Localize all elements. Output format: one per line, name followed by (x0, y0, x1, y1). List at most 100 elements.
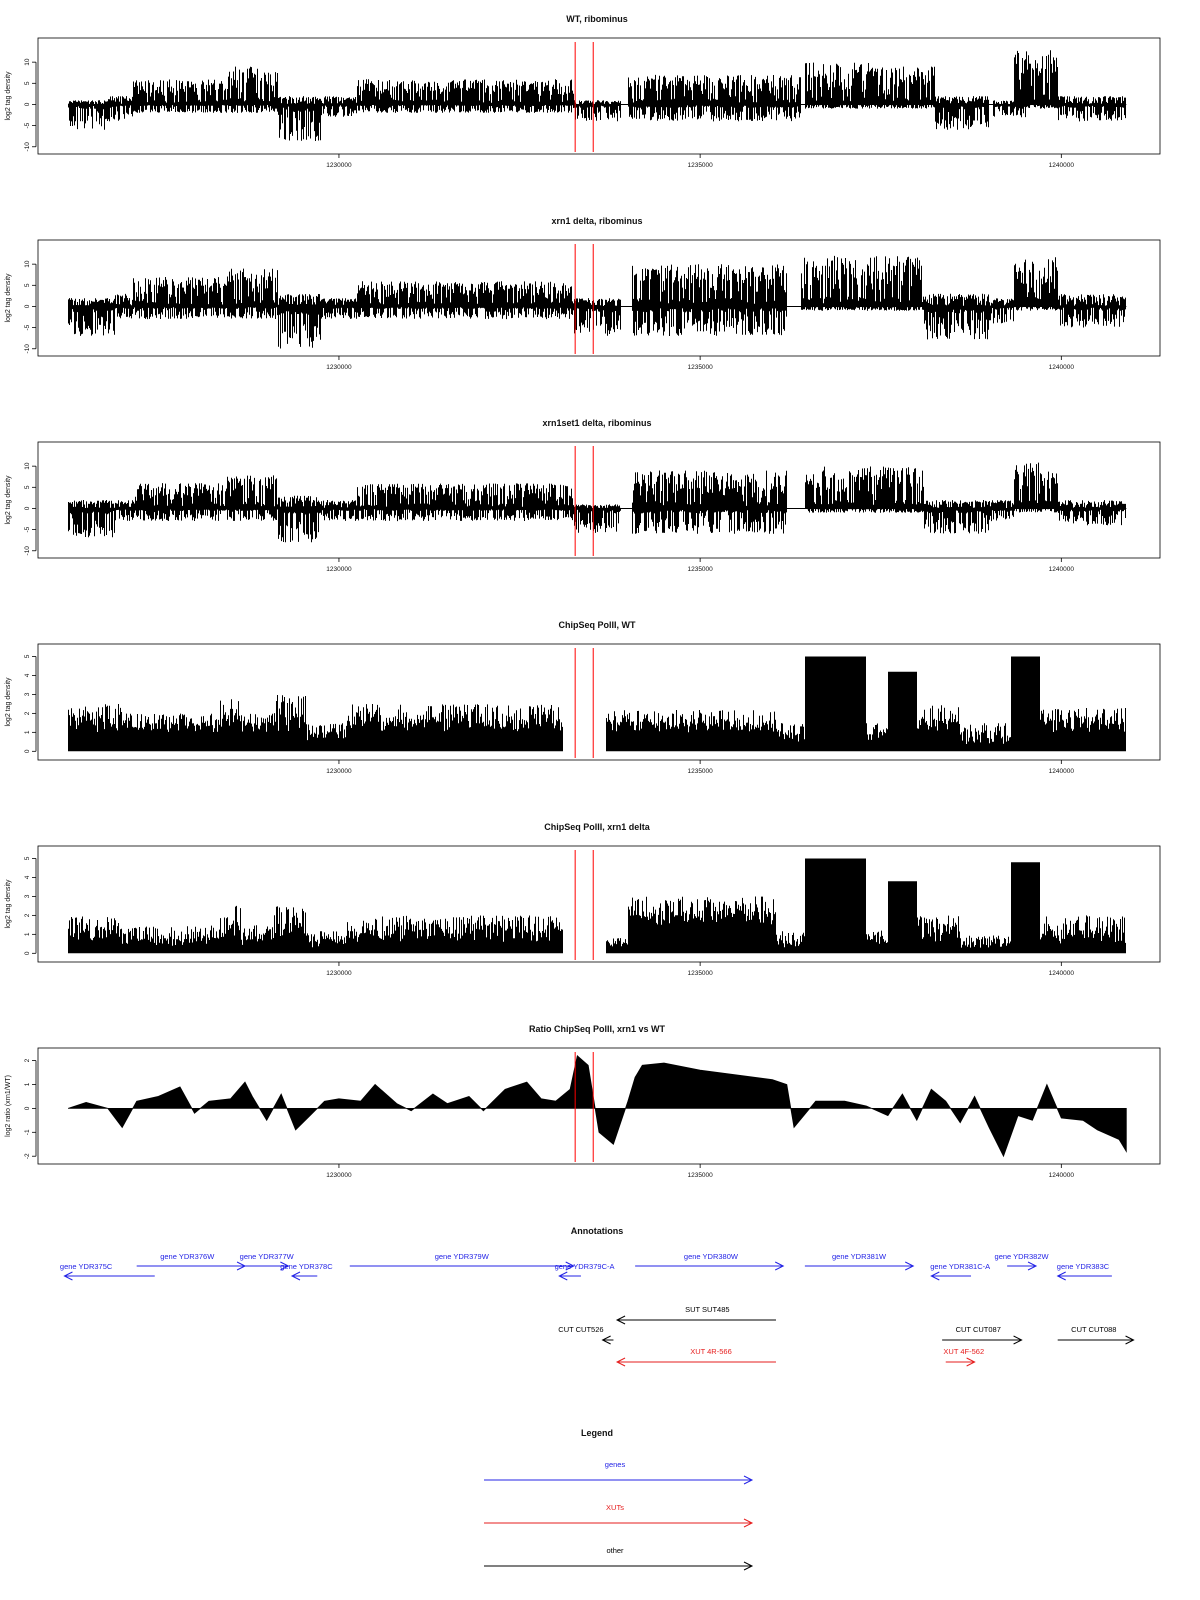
y-tick-label: 0 (24, 304, 31, 308)
legend-label: XUTs (606, 1503, 624, 1512)
annotation-label: XUT 4R-566 (690, 1347, 732, 1356)
y-tick-label: -2 (24, 1153, 31, 1159)
y-axis-label: log2 tag density (5, 273, 12, 323)
x-tick-label: 1230000 (326, 364, 352, 371)
legend-label: genes (605, 1460, 626, 1469)
signal-bars (68, 50, 1126, 141)
panel-title: xrn1set1 delta, ribominus (542, 418, 651, 428)
x-tick-label: 1240000 (1049, 162, 1075, 169)
x-tick-label: 1235000 (687, 566, 713, 573)
y-tick-label: 2 (24, 913, 31, 917)
annotation-label: gene YDR381W (832, 1252, 887, 1261)
annotation-label: CUT CUT088 (1071, 1325, 1116, 1334)
y-tick-label: -10 (24, 142, 31, 152)
y-tick-label: 1 (24, 730, 31, 734)
x-tick-label: 1240000 (1049, 364, 1075, 371)
legend-arrow-head (743, 1561, 754, 1571)
y-tick-label: 2 (24, 711, 31, 715)
annotation-arrow-head (1125, 1335, 1135, 1345)
annotation-arrow-head (280, 1261, 290, 1271)
x-tick-label: 1240000 (1049, 768, 1075, 775)
annotation-label: gene YDR375C (60, 1262, 113, 1271)
y-tick-label: 3 (24, 894, 31, 898)
y-tick-label: 1 (24, 1082, 31, 1086)
plot-frame (37, 845, 1161, 963)
annotation-arrow-head (601, 1335, 611, 1345)
annotation-label: gene YDR379W (435, 1252, 490, 1261)
panel-title: WT, ribominus (566, 14, 628, 24)
annotations-panel: Annotations gene YDR375C gene YDR376W gene… (60, 1226, 1135, 1367)
y-tick-label: 0 (24, 951, 31, 955)
legend-arrow-head (743, 1475, 754, 1485)
annotation-arrow-head (1027, 1261, 1038, 1271)
x-tick-label: 1230000 (326, 970, 352, 977)
y-tick-label: 0 (24, 506, 31, 510)
annotation-arrow-head (558, 1271, 568, 1281)
panel-title: ChipSeq PolII, WT (559, 620, 636, 630)
x-tick-label: 1235000 (687, 768, 713, 775)
signal-bars (68, 462, 1126, 543)
panel-chipseq-xrn1: ChipSeq PolII, xrn1 delta log2 tag densi… (5, 822, 1161, 977)
panel-title: ChipSeq PolII, xrn1 delta (544, 822, 651, 832)
annotation-label: gene YDR383C (1057, 1262, 1110, 1271)
annotation-arrow-head (930, 1271, 940, 1281)
y-tick-label: 2 (24, 1058, 31, 1062)
legend-title: Legend (581, 1428, 613, 1438)
y-tick-label: -5 (24, 122, 31, 128)
annotation-arrow-head (905, 1261, 915, 1271)
legend: Legend genes XUTs other (484, 1428, 754, 1571)
annotation-label: gene YDR380W (684, 1252, 739, 1261)
y-tick-label: -10 (24, 546, 31, 556)
panel-title: xrn1 delta, ribominus (551, 216, 642, 226)
x-tick-label: 1235000 (687, 970, 713, 977)
y-axis-label: log2 ratio (xrn1/WT) (5, 1075, 12, 1137)
panel-xrn1set1-ribominus: xrn1set1 delta, ribominus log2 tag densi… (5, 418, 1161, 573)
ratio-area (67, 1055, 1127, 1158)
y-tick-label: 5 (24, 81, 31, 85)
annotation-label: gene YDR382W (995, 1252, 1050, 1261)
annotation-label: gene YDR381C-A (930, 1262, 990, 1271)
y-tick-label: 10 (24, 58, 31, 66)
y-tick-label: 10 (24, 462, 31, 470)
annotation-arrow-head (565, 1261, 575, 1271)
annotation-arrow-head (236, 1261, 247, 1271)
y-tick-label: 0 (24, 102, 31, 106)
signal-bars (68, 255, 1126, 349)
annotation-arrow-head (1056, 1271, 1066, 1281)
annotation-arrow-head (1013, 1335, 1023, 1345)
y-tick-label: -5 (24, 526, 31, 532)
y-tick-label: 0 (24, 749, 31, 753)
panel-wt-ribominus: WT, ribominus log2 tag density -10 -5 0 5 10… (5, 14, 1161, 169)
annotation-arrow-head (966, 1357, 976, 1367)
y-tick-label: -10 (24, 344, 31, 354)
annotation-label: CUT CUT087 (956, 1325, 1001, 1334)
annotation-arrow-head (615, 1315, 626, 1325)
x-tick-label: 1230000 (326, 162, 352, 169)
y-tick-label: 0 (24, 1106, 31, 1110)
annotation-label: gene YDR378C (280, 1262, 333, 1271)
y-tick-label: 5 (24, 856, 31, 860)
legend-arrow-head (743, 1518, 754, 1528)
y-tick-label: 4 (24, 875, 31, 879)
y-tick-label: 5 (24, 654, 31, 658)
annotation-arrow-head (290, 1271, 301, 1281)
legend-label: other (606, 1546, 624, 1555)
x-tick-label: 1235000 (687, 1172, 713, 1179)
y-tick-label: -5 (24, 324, 31, 330)
plot-frame (37, 441, 1161, 559)
panel-title: Ratio ChipSeq PolII, xrn1 vs WT (529, 1024, 666, 1034)
y-axis-label: log2 tag density (5, 677, 12, 727)
y-tick-label: 1 (24, 932, 31, 936)
y-tick-label: 3 (24, 692, 31, 696)
panel-chipseq-wt: ChipSeq PolII, WT log2 tag density 0 1 2 3 4… (5, 620, 1161, 775)
y-tick-label: -1 (24, 1129, 31, 1135)
plot-frame (37, 1047, 1161, 1165)
x-tick-label: 1240000 (1049, 970, 1075, 977)
signal-bars (68, 858, 1126, 954)
annotation-arrow-head (615, 1357, 626, 1367)
y-axis-label: log2 tag density (5, 879, 12, 929)
panel-ratio: Ratio ChipSeq PolII, xrn1 vs WT log2 rat… (5, 1024, 1161, 1179)
y-tick-label: 4 (24, 673, 31, 677)
annotation-arrow-head (774, 1261, 785, 1271)
plot-frame (37, 239, 1161, 357)
